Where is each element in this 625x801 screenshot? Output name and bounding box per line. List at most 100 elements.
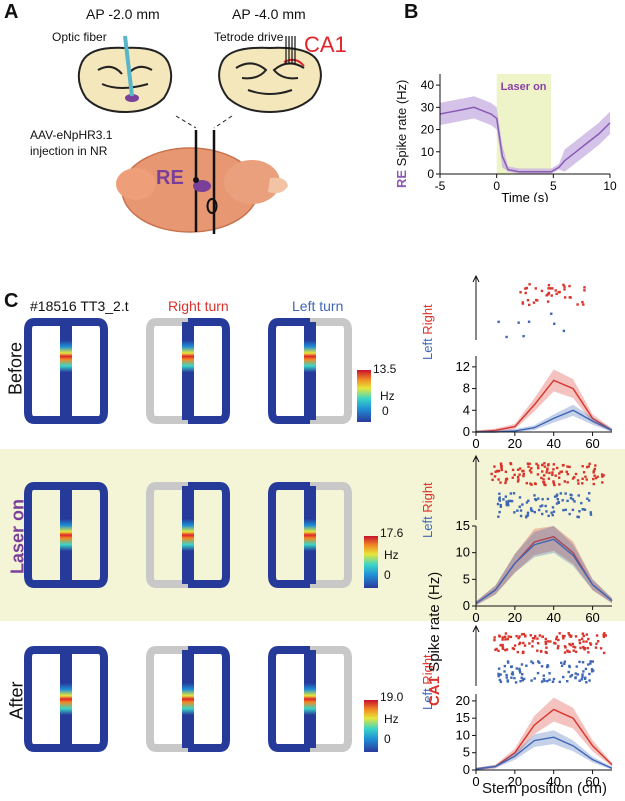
raster-arrow [472,454,480,463]
left-arm [146,482,188,588]
raster-spike-left [533,510,537,514]
raster-spike-left [553,322,556,325]
raster-spike-left [552,677,556,681]
raster-spike-right [545,651,548,654]
raster-spike-right [549,287,552,290]
left-arm [268,482,310,588]
raster-spike-left [506,680,510,683]
cmin-before: 0 [382,404,389,418]
raster-spike-right [526,299,530,302]
stem-hotspot [304,519,316,551]
raster-spike-left [542,678,546,681]
raster-spike-right [536,649,539,652]
raster-spike-left [568,664,571,668]
raster-spike-right [517,478,520,481]
raster-spike-right [589,643,593,646]
b-x-label: Time (s) [501,190,548,202]
raster-spike-right [509,635,513,639]
raster-spike-right [568,296,572,299]
raster-spike-left [574,672,577,675]
rate-x-tick-label: 60 [585,610,599,625]
raster-spike-left [537,508,541,512]
raster-spike-right [563,296,567,299]
raster-spike-right [603,632,606,635]
raster-spike-right [504,481,507,485]
raster-spike-left [576,673,579,676]
cmin-after: 0 [384,732,391,746]
raster-spike-right [578,641,582,645]
raster-spike-left [570,673,574,677]
raster-spike-right [568,284,571,288]
ca1-label: CA1 [304,32,347,57]
raster-spike-right [572,476,576,479]
raster-spike-right [594,476,598,480]
raster-spike-left [589,660,592,663]
raster-spike-right [501,647,505,650]
raster-spike-left [526,514,530,517]
raster-spike-left [587,663,590,666]
raster-spike-left [498,510,501,514]
raster-spike-right [582,647,586,650]
raster-spike-right [531,637,535,640]
place-map-r2-c1 [146,646,230,752]
raster-spike-right [582,640,585,643]
raster-spike-left [518,667,521,671]
raster-spike-left [536,671,540,675]
right-arm [66,482,108,588]
raster-spike-right [578,639,581,642]
raster-spike-left [518,496,522,499]
right-arm [310,482,352,588]
raster-spike-right [505,477,508,480]
raster-spike-right [600,473,604,476]
raster-spike-right [531,645,534,648]
cmax-laser: 17.6 [380,526,404,540]
raster-spike-right [576,303,579,306]
raster-spike-left [553,495,557,498]
rate-x-tick-label: 20 [508,610,522,625]
raster-spike-right [546,292,550,296]
raster-spike-right [499,463,503,466]
raster-spike-right [595,642,598,646]
raster-spike-left [525,664,528,667]
raster-spike-right [552,468,555,471]
raster-spike-right [527,465,530,468]
raster-spike-left [497,320,500,324]
rate-y-tick-label: 0 [463,424,470,439]
raster-spike-right [557,476,561,479]
raster-spike-right [602,474,605,477]
raster-spike-right [562,637,565,640]
raster-spike-right [537,466,540,470]
raster-spike-left [503,670,506,673]
raster-spike-left [505,676,508,679]
raster-spike-right [546,467,549,470]
raster-spike-right [595,634,599,637]
raster-spike-left [516,509,519,512]
raster-spike-left [540,680,544,683]
tetrode-label: Tetrode drive [214,30,284,44]
raster-spike-right [525,481,528,485]
raster-spike-right [552,463,556,466]
raster-spike-right [516,475,520,479]
raster-spike-right [526,462,530,465]
raster-spike-right [522,469,525,473]
raster-spike-right [529,634,532,637]
raster-spike-right [574,472,578,476]
right-arm [188,482,230,588]
raster-spike-left [519,514,523,518]
raster-spike-right [555,635,559,639]
raster-spike-right [541,463,544,467]
raster-spike-right [536,642,540,645]
raster-spike-right [589,642,592,645]
cmax-before: 13.5 [373,362,397,376]
raster-spike-right [587,637,590,641]
raster-spike-left [521,679,525,682]
raster-spike-right [585,633,588,636]
raster-spike-right [574,650,578,654]
raster-spike-right [511,647,515,650]
injection-site [125,94,139,102]
raster-spike-right [500,468,503,472]
raster-spike-right [530,483,533,486]
raster-spike-right [572,645,575,648]
raster-spike-left [520,663,524,666]
